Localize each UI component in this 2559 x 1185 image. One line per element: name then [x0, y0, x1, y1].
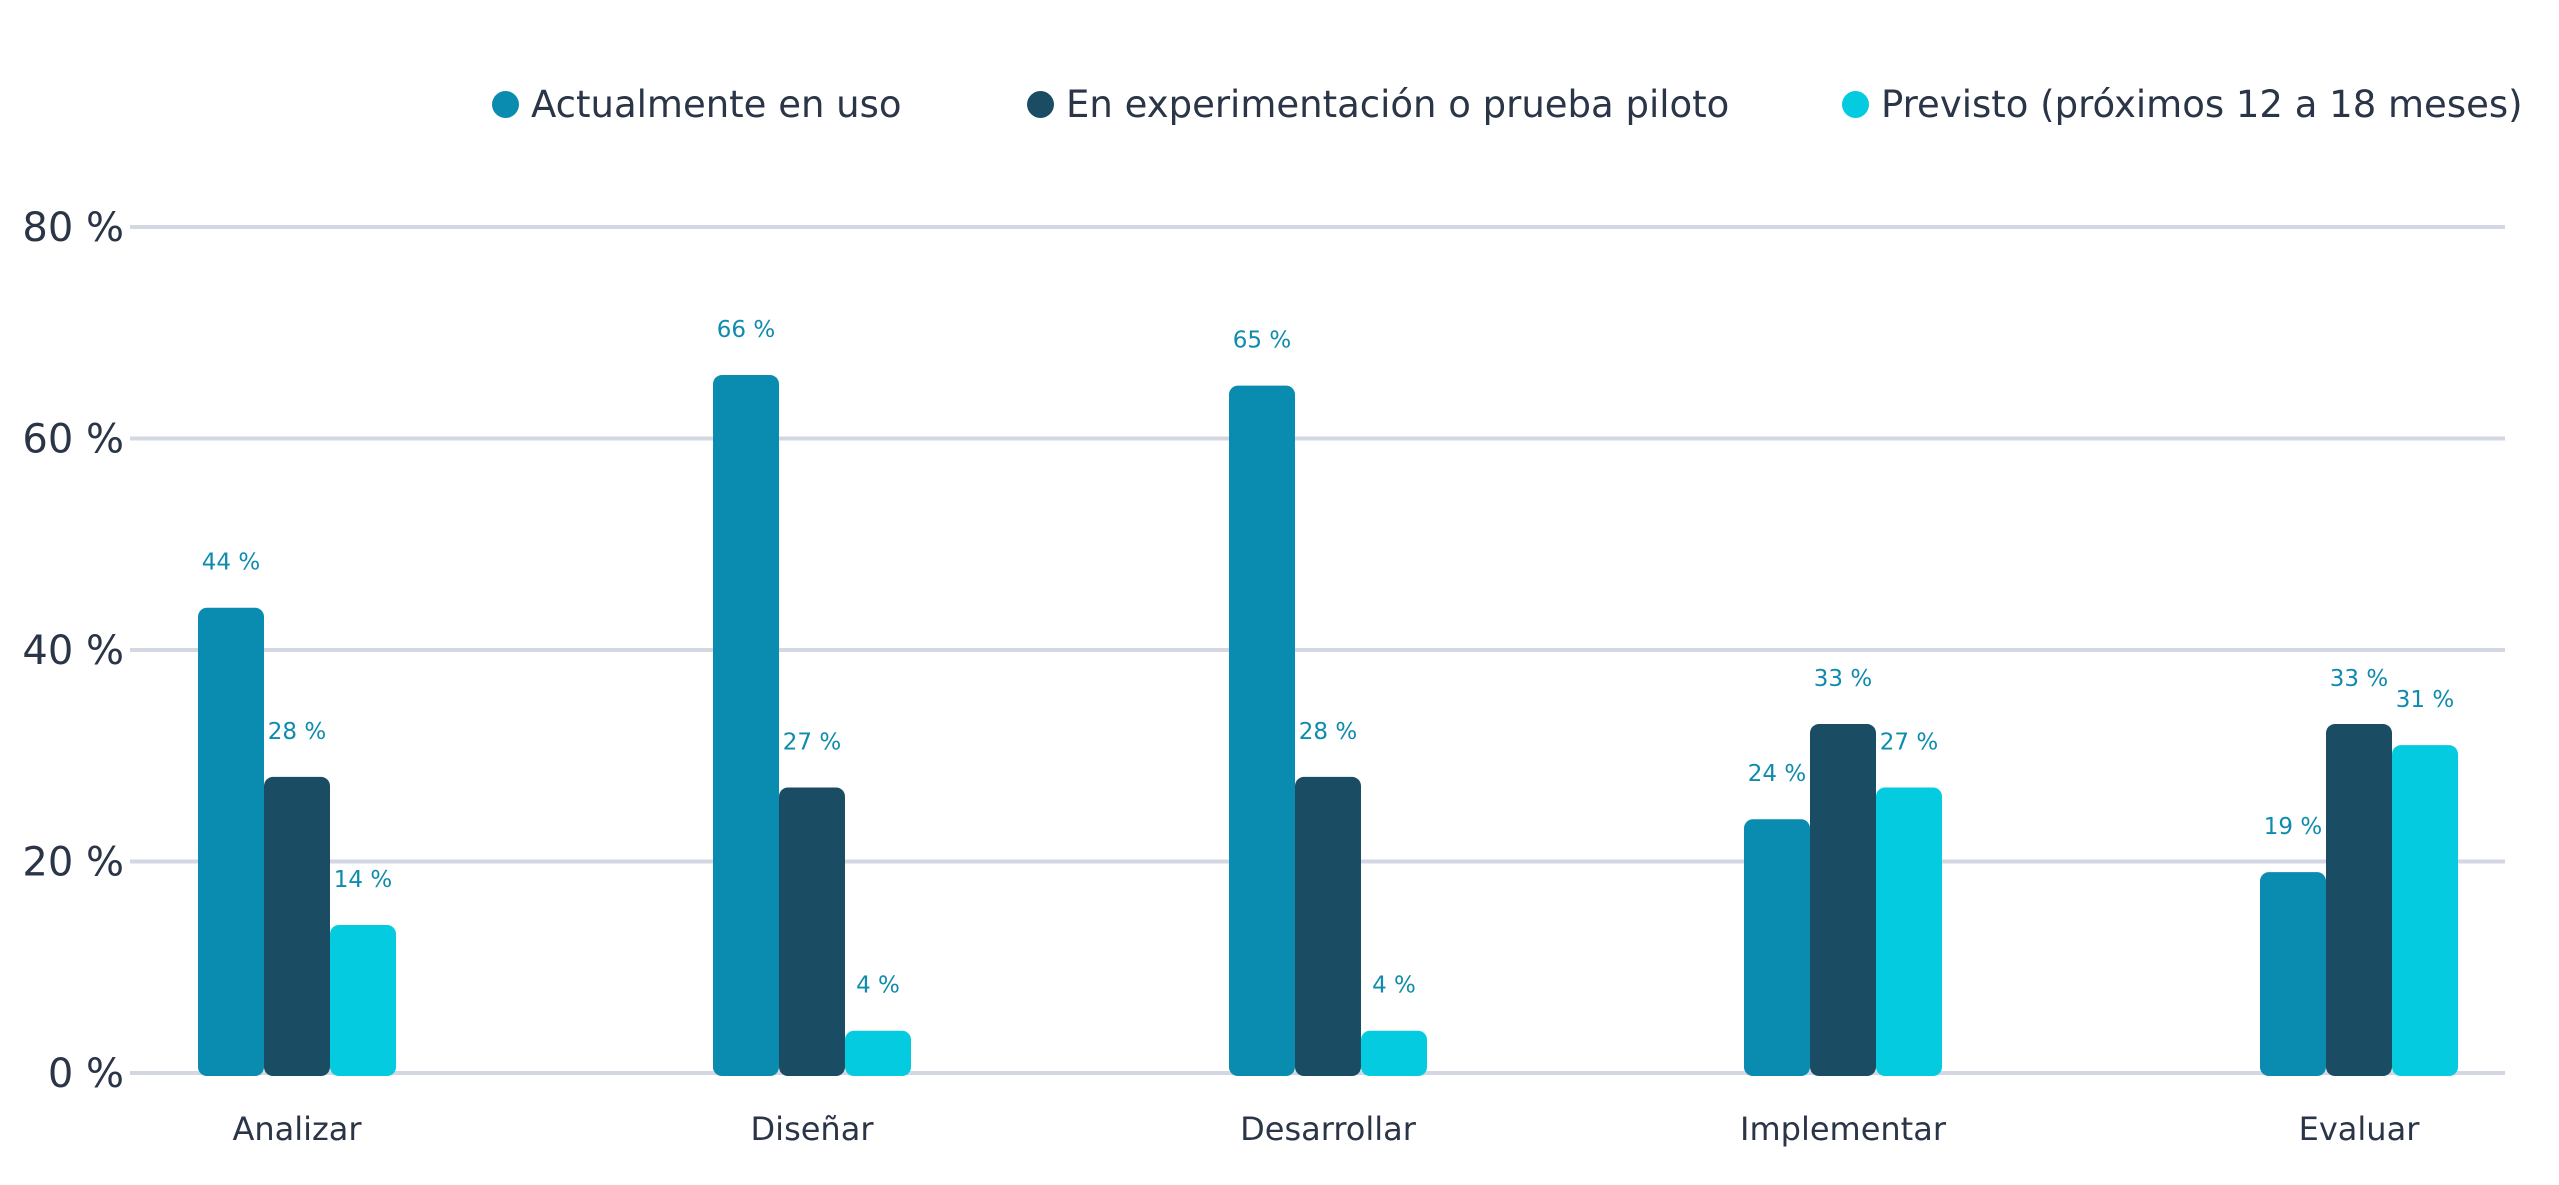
data-label-en-experimentacion-o-prueba-piloto-desarrollar: 28 % — [1299, 719, 1357, 745]
x-tick-label-desarrollar: Desarrollar — [1240, 1110, 1417, 1148]
bar-previsto-proximos-12-a-18-meses-evaluar — [2392, 745, 2458, 1076]
legend-item-en-experimentacion: En experimentación o prueba piloto — [1027, 76, 1729, 132]
data-label-actualmente-en-uso-evaluar: 19 % — [2264, 814, 2322, 840]
legend-item-previsto: Previsto (próximos 12 a 18 meses) — [1842, 76, 2523, 132]
bar-previsto-proximos-12-a-18-meses-disenar — [845, 1030, 911, 1076]
data-label-en-experimentacion-o-prueba-piloto-evaluar: 33 % — [2330, 666, 2388, 692]
legend-label-en-experimentacion: En experimentación o prueba piloto — [1066, 82, 1730, 126]
y-tick-label-80: 80 % — [22, 205, 124, 251]
bar-en-experimentacion-o-prueba-piloto-evaluar — [2326, 724, 2392, 1076]
bar-en-experimentacion-o-prueba-piloto-analizar — [264, 776, 330, 1076]
legend-swatch-previsto — [1842, 90, 1869, 118]
data-label-en-experimentacion-o-prueba-piloto-analizar: 28 % — [268, 719, 326, 745]
x-tick-label-implementar: Implementar — [1740, 1110, 1947, 1148]
data-label-actualmente-en-uso-implementar: 24 % — [1748, 761, 1806, 787]
data-label-actualmente-en-uso-desarrollar: 65 % — [1233, 328, 1291, 354]
legend-swatch-en-experimentacion — [1027, 90, 1054, 118]
data-label-actualmente-en-uso-disenar: 66 % — [717, 317, 775, 343]
data-label-previsto-proximos-12-a-18-meses-evaluar: 31 % — [2396, 687, 2454, 713]
data-label-en-experimentacion-o-prueba-piloto-implementar: 33 % — [1814, 666, 1872, 692]
bar-actualmente-en-uso-analizar — [198, 607, 264, 1076]
legend: Actualmente en uso En experimentación o … — [0, 76, 2559, 136]
legend-label-actualmente-en-uso: Actualmente en uso — [531, 82, 902, 126]
bar-en-experimentacion-o-prueba-piloto-implementar — [1810, 724, 1876, 1076]
y-tick-label-0: 0 % — [48, 1051, 124, 1097]
y-tick-label-20: 20 % — [22, 840, 124, 886]
y-tick-label-60: 60 % — [22, 417, 124, 463]
bar-actualmente-en-uso-implementar — [1744, 819, 1810, 1076]
y-tick-label-40: 40 % — [22, 628, 124, 674]
bar-previsto-proximos-12-a-18-meses-implementar — [1876, 787, 1942, 1076]
bar-en-experimentacion-o-prueba-piloto-disenar — [779, 787, 845, 1076]
legend-label-previsto: Previsto (próximos 12 a 18 meses) — [1881, 82, 2523, 126]
data-label-actualmente-en-uso-analizar: 44 % — [202, 550, 260, 576]
data-label-previsto-proximos-12-a-18-meses-implementar: 27 % — [1880, 729, 1938, 755]
data-label-previsto-proximos-12-a-18-meses-disenar: 4 % — [856, 973, 900, 999]
bar-previsto-proximos-12-a-18-meses-desarrollar — [1361, 1030, 1427, 1076]
bar-actualmente-en-uso-desarrollar — [1229, 385, 1295, 1076]
x-tick-label-analizar: Analizar — [232, 1110, 362, 1148]
data-label-en-experimentacion-o-prueba-piloto-disenar: 27 % — [783, 729, 841, 755]
data-label-previsto-proximos-12-a-18-meses-desarrollar: 4 % — [1372, 973, 1416, 999]
x-tick-label-evaluar: Evaluar — [2299, 1110, 2421, 1148]
data-label-previsto-proximos-12-a-18-meses-analizar: 14 % — [334, 867, 392, 893]
x-tick-label-disenar: Diseñar — [751, 1110, 875, 1148]
bar-previsto-proximos-12-a-18-meses-analizar — [330, 924, 396, 1076]
bar-actualmente-en-uso-disenar — [713, 375, 779, 1076]
legend-item-actualmente-en-uso: Actualmente en uso — [492, 76, 902, 132]
bar-en-experimentacion-o-prueba-piloto-desarrollar — [1295, 776, 1361, 1076]
bar-actualmente-en-uso-evaluar — [2260, 872, 2326, 1076]
legend-swatch-actualmente-en-uso — [492, 90, 519, 118]
